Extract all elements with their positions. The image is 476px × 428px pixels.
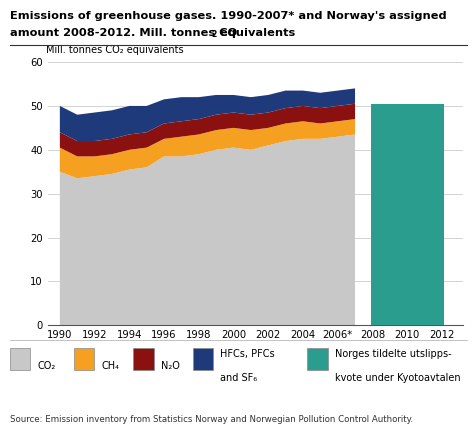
Text: Source: Emission inventory from Statistics Norway and Norwegian Pollution Contro: Source: Emission inventory from Statisti… xyxy=(10,415,412,424)
Text: and SF₆: and SF₆ xyxy=(220,373,257,383)
Bar xyxy=(133,348,153,370)
Text: Norges tildelte utslipps-: Norges tildelte utslipps- xyxy=(334,349,450,359)
Text: Mill. tonnes CO₂ equivalents: Mill. tonnes CO₂ equivalents xyxy=(46,45,183,56)
Bar xyxy=(10,348,30,370)
Text: CO₂: CO₂ xyxy=(37,360,55,371)
Text: Emissions of greenhouse gases. 1990-2007* and Norway's assigned: Emissions of greenhouse gases. 1990-2007… xyxy=(10,11,445,21)
Text: 2: 2 xyxy=(211,30,217,39)
Text: N₂O: N₂O xyxy=(160,360,179,371)
Text: CH₄: CH₄ xyxy=(101,360,119,371)
Bar xyxy=(73,348,94,370)
Text: amount 2008-2012. Mill. tonnes CO: amount 2008-2012. Mill. tonnes CO xyxy=(10,28,236,38)
Text: HFCs, PFCs: HFCs, PFCs xyxy=(220,349,274,359)
Bar xyxy=(307,348,327,370)
Bar xyxy=(192,348,213,370)
Text: kvote under Kyotoavtalen: kvote under Kyotoavtalen xyxy=(334,373,459,383)
Text: equivalents: equivalents xyxy=(215,28,294,38)
Bar xyxy=(370,104,443,325)
